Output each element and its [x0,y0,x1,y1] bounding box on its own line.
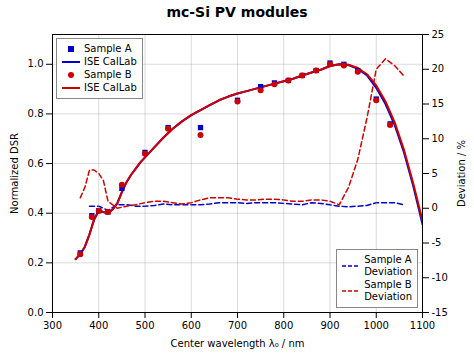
html-text:Sample A: Sample A [84,43,132,54]
svg-text:700: 700 [228,320,247,331]
svg-text:1.0: 1.0 [28,58,44,69]
svg-text:-10: -10 [432,272,448,283]
html-text:ISE CalLab: ISE CalLab [84,56,137,67]
svg-text:Deviation / %: Deviation / % [456,140,467,207]
svg-text:800: 800 [274,320,293,331]
svg-text:500: 500 [135,320,154,331]
svg-text:10: 10 [432,133,445,144]
svg-text:5: 5 [432,168,438,179]
svg-text:900: 900 [320,320,339,331]
svg-text:0.2: 0.2 [28,257,44,268]
html-text:ISE CalLab: ISE CalLab [84,82,137,93]
svg-text:0.6: 0.6 [28,158,44,169]
html-text:Sample A Deviation: Sample A Deviation [364,254,412,277]
svg-text:15: 15 [432,98,445,109]
svg-text:0.0: 0.0 [28,307,44,318]
svg-text:400: 400 [89,320,108,331]
svg-text:25: 25 [432,29,445,40]
svg-text:-5: -5 [432,237,442,248]
svg-text:Normalized DSR: Normalized DSR [9,133,20,214]
svg-text:Center wavelength λ₀ / nm: Center wavelength λ₀ / nm [171,338,305,349]
html-text:mc-Si PV modules: mc-Si PV modules [166,4,308,20]
svg-text:600: 600 [182,320,201,331]
svg-text:300: 300 [43,320,62,331]
svg-text:1000: 1000 [364,320,389,331]
svg-text:1100: 1100 [410,320,435,331]
svg-text:0.4: 0.4 [28,207,44,218]
svg-text:0: 0 [432,202,438,213]
html-text:Sample B: Sample B [84,69,132,80]
svg-text:-15: -15 [432,307,448,318]
svg-text:0.8: 0.8 [28,108,44,119]
svg-text:20: 20 [432,63,445,74]
html-text:Sample B Deviation: Sample B Deviation [364,279,412,302]
